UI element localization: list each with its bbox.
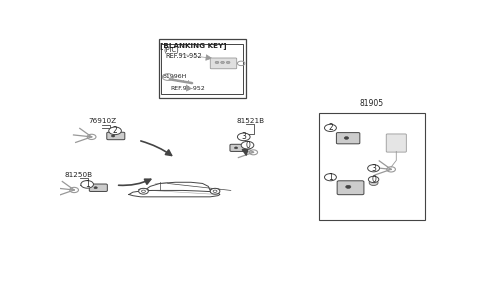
FancyBboxPatch shape bbox=[337, 181, 364, 195]
Circle shape bbox=[94, 187, 97, 189]
Text: 0: 0 bbox=[245, 141, 250, 150]
Bar bbox=[319, 113, 424, 220]
Circle shape bbox=[346, 185, 351, 188]
Bar bbox=[158, 39, 246, 98]
FancyBboxPatch shape bbox=[336, 133, 360, 144]
Text: 1: 1 bbox=[328, 173, 333, 182]
Circle shape bbox=[234, 147, 238, 149]
Circle shape bbox=[368, 165, 380, 172]
FancyBboxPatch shape bbox=[230, 144, 247, 151]
Circle shape bbox=[221, 61, 225, 63]
Text: 0: 0 bbox=[371, 175, 376, 184]
Text: REF.91-952: REF.91-952 bbox=[165, 53, 202, 59]
Text: 3: 3 bbox=[371, 164, 376, 173]
FancyBboxPatch shape bbox=[107, 132, 125, 140]
Text: 2: 2 bbox=[113, 126, 118, 135]
Circle shape bbox=[344, 137, 348, 139]
Text: REF.91-952: REF.91-952 bbox=[170, 86, 205, 91]
Text: 3: 3 bbox=[241, 132, 246, 141]
FancyBboxPatch shape bbox=[89, 184, 108, 191]
Text: (PIC): (PIC) bbox=[163, 46, 179, 53]
Circle shape bbox=[215, 61, 219, 63]
Text: 81250B: 81250B bbox=[65, 172, 93, 178]
Text: [BLANKING KEY]: [BLANKING KEY] bbox=[160, 42, 227, 49]
FancyBboxPatch shape bbox=[210, 58, 237, 69]
Circle shape bbox=[111, 135, 115, 137]
Text: 81996H: 81996H bbox=[163, 74, 187, 79]
Circle shape bbox=[324, 124, 336, 132]
Circle shape bbox=[139, 188, 148, 194]
Text: 76910Z: 76910Z bbox=[88, 118, 116, 124]
FancyBboxPatch shape bbox=[386, 134, 407, 152]
Text: 81905: 81905 bbox=[360, 100, 384, 109]
Circle shape bbox=[210, 188, 220, 194]
Circle shape bbox=[226, 61, 230, 63]
Circle shape bbox=[109, 127, 121, 135]
Text: 1: 1 bbox=[85, 180, 90, 189]
Circle shape bbox=[241, 141, 254, 149]
Bar bbox=[161, 44, 243, 94]
Circle shape bbox=[369, 180, 378, 185]
Text: 81521B: 81521B bbox=[237, 118, 265, 124]
Circle shape bbox=[238, 133, 250, 141]
Circle shape bbox=[368, 176, 379, 182]
Circle shape bbox=[324, 174, 336, 181]
Text: 2: 2 bbox=[328, 123, 333, 132]
Circle shape bbox=[81, 180, 94, 188]
